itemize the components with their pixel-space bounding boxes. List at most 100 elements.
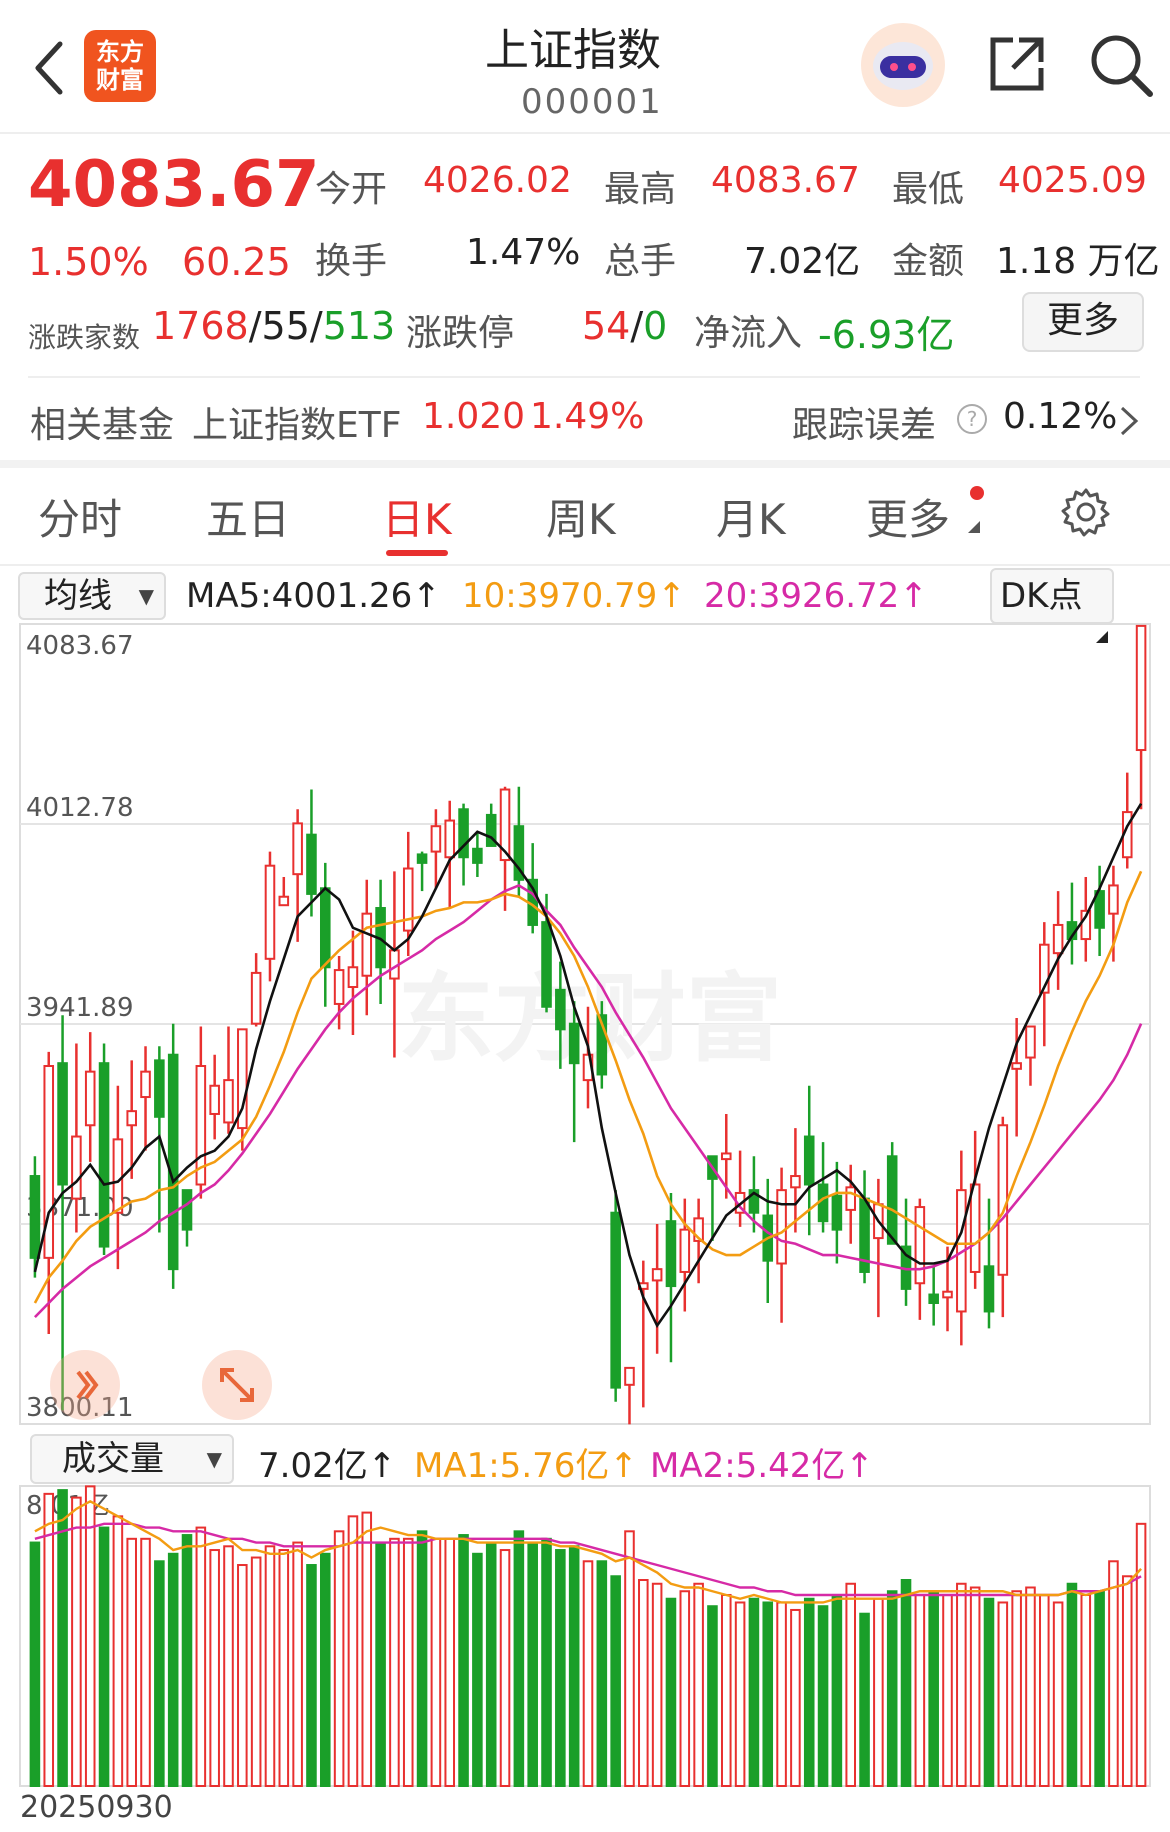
volume-bar <box>900 1579 912 1787</box>
candle-body <box>997 1124 1009 1276</box>
indicator-select[interactable]: 均线 ▼ <box>18 572 166 620</box>
ma5-line <box>33 802 1143 1329</box>
candle-body <box>57 1062 68 1186</box>
volume-bar <box>223 1545 234 1788</box>
settings-gear-icon[interactable] <box>1060 486 1112 538</box>
candlestick <box>873 1178 884 1318</box>
volume-bar <box>983 1597 995 1787</box>
price-axis-label: 4083.67 <box>26 631 134 661</box>
volume-bar <box>1066 1582 1078 1787</box>
app-logo: 东方 财富 <box>84 30 156 102</box>
price-axis-label: 4012.78 <box>26 793 134 823</box>
tab-monthly-k[interactable]: 月K <box>716 495 786 544</box>
dropdown-corner-icon <box>968 518 980 533</box>
candle-body <box>914 1206 926 1285</box>
volume-bar <box>969 1586 981 1788</box>
volume-bar <box>181 1534 193 1787</box>
candlestick <box>71 1043 82 1233</box>
assistant-avatar-icon[interactable] <box>858 20 948 110</box>
volume-bar <box>997 1601 1009 1787</box>
candle-body <box>693 1217 704 1242</box>
back-icon[interactable] <box>30 38 70 98</box>
amount-value: 1.18 万亿 <box>996 241 1160 282</box>
netflow-label: 净流入 <box>694 313 803 354</box>
candle-body <box>98 1062 110 1248</box>
volume-bar <box>568 1545 580 1788</box>
candle-body <box>237 1028 248 1130</box>
candle-body <box>679 1228 691 1273</box>
limit-values: 54/0 <box>582 304 667 348</box>
tab-intraday[interactable]: 分时 <box>38 495 123 544</box>
volume-bar <box>734 1601 746 1787</box>
fund-price: 1.020 <box>422 396 526 437</box>
volume-bar <box>98 1526 110 1788</box>
breadth-label: 涨跌家数 <box>28 321 141 354</box>
candle-body <box>831 1194 843 1231</box>
candlestick <box>264 851 276 982</box>
candlestick <box>638 1260 649 1408</box>
candlestick <box>167 1023 179 1289</box>
dk-point-button[interactable]: DK点 <box>990 568 1114 643</box>
last-price: 4083.67 <box>28 148 320 222</box>
tab-five-day[interactable]: 五日 <box>206 495 291 544</box>
volume-bar <box>278 1549 290 1788</box>
limit-down: 0 <box>643 304 668 348</box>
candlestick <box>250 953 262 1027</box>
page-title: 上证指数 <box>485 25 661 76</box>
related-fund-row[interactable]: 相关基金 上证指数ETF 1.020 1.49% 跟踪误差 ? 0.12% <box>0 380 1170 460</box>
candlestick <box>693 1198 704 1284</box>
volume-bar <box>873 1597 884 1787</box>
more-button[interactable]: 更多 <box>1022 292 1144 352</box>
volume-bar <box>71 1496 82 1788</box>
tab-daily-k[interactable]: 日K <box>382 495 452 544</box>
volume-bar <box>209 1549 220 1788</box>
candle-body <box>195 1065 207 1186</box>
candlestick <box>969 1130 981 1289</box>
candlestick <box>665 1192 677 1363</box>
candlestick <box>416 851 428 892</box>
volume-label: 总手 <box>604 241 677 282</box>
volume-bar <box>1094 1590 1105 1788</box>
fullscreen-icon[interactable] <box>202 1350 272 1420</box>
volume-bar <box>1135 1522 1147 1787</box>
volume-bar <box>430 1537 442 1787</box>
share-icon[interactable] <box>985 32 1049 96</box>
volume-bar <box>707 1605 718 1787</box>
volume-bar <box>57 1489 68 1788</box>
volume-indicator-select[interactable]: 成交量 ▼ <box>30 1434 234 1484</box>
candle-body <box>845 1186 857 1211</box>
turnover-label: 换手 <box>315 241 388 282</box>
candlestick <box>98 1043 110 1256</box>
search-icon[interactable] <box>1088 32 1154 98</box>
volume-chart[interactable]: 8.01亿 <box>0 1484 1170 1804</box>
candle-body <box>250 971 262 1025</box>
volume-readout: 7.02亿↑ <box>258 1446 397 1486</box>
candle-body <box>983 1265 995 1313</box>
price-axis-label: 3941.89 <box>26 993 134 1023</box>
tab-more[interactable]: 更多 <box>866 495 951 544</box>
candle-body <box>541 921 552 1008</box>
candle-body <box>1039 943 1050 994</box>
candle-body <box>84 1070 96 1127</box>
volume-bar <box>237 1564 248 1787</box>
volume-bar <box>250 1556 262 1787</box>
volume-bar <box>886 1590 898 1788</box>
candlestick <box>610 1190 621 1402</box>
expand-chart-icon[interactable] <box>50 1350 120 1420</box>
tab-weekly-k[interactable]: 周K <box>546 495 616 544</box>
candlestick <box>555 961 566 1069</box>
volume-bar <box>790 1608 801 1788</box>
candle-body <box>928 1293 939 1304</box>
volume-bar <box>1025 1586 1036 1788</box>
volume-ma2-line <box>34 1522 1142 1597</box>
candle-body <box>1011 1062 1022 1070</box>
volume-bar <box>264 1545 276 1788</box>
volume-bar <box>29 1541 41 1787</box>
help-icon[interactable]: ? <box>955 402 989 436</box>
candlestick <box>1066 882 1078 965</box>
candlestick <box>817 1142 829 1233</box>
candle-body <box>209 1084 220 1115</box>
tracking-label: 跟踪误差 <box>792 405 937 446</box>
candle-body <box>776 1189 787 1265</box>
